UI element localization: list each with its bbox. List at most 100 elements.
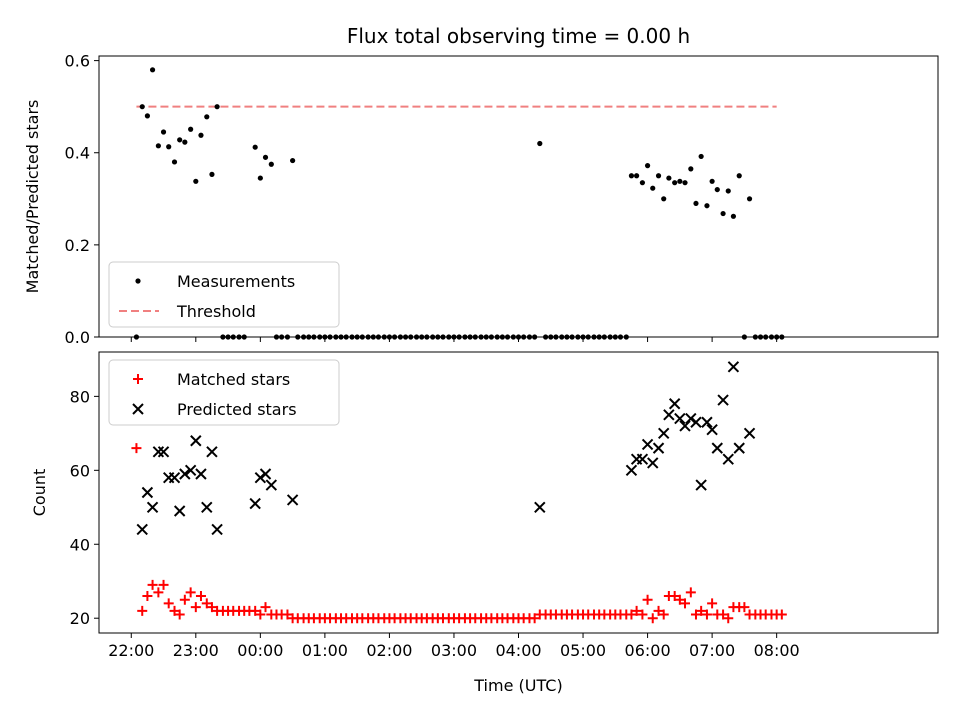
legend-marker-matched <box>133 374 143 384</box>
data-point <box>168 472 181 484</box>
legend: Measurements Threshold <box>108 261 340 328</box>
chart-title: Flux total observing time = 0.00 h <box>347 24 690 48</box>
data-point <box>776 609 787 620</box>
data-point <box>658 427 670 440</box>
data-point <box>190 602 201 613</box>
data-point <box>149 67 156 73</box>
data-point <box>718 609 729 620</box>
plot-frame <box>98 55 939 338</box>
data-point <box>723 613 734 624</box>
y-axis-label: Matched/Predicted stars <box>23 100 42 294</box>
x-axis-label: Time (UTC) <box>473 676 562 695</box>
x-tick-label: 07:00 <box>689 641 735 660</box>
data-point <box>739 602 750 613</box>
data-point <box>144 113 151 119</box>
data-point <box>286 494 299 506</box>
data-point <box>668 398 681 410</box>
data-point <box>534 501 546 513</box>
data-point <box>625 464 638 477</box>
data-point <box>707 598 718 609</box>
data-point <box>137 605 148 616</box>
data-point <box>637 609 648 620</box>
data-point <box>631 605 642 616</box>
data-point <box>653 605 664 616</box>
bottom-panel: 20 40 60 80 22:00 23:00 00:00 01:00 02:00 03:00 04… <box>30 351 939 695</box>
y-tick-label: 40 <box>70 535 90 554</box>
data-point <box>160 129 167 135</box>
legend-label: Predicted stars <box>177 400 297 419</box>
data-point <box>725 188 731 194</box>
data-point <box>152 446 165 458</box>
x-tick-label: 00:00 <box>237 641 283 660</box>
data-point <box>141 486 154 499</box>
data-point <box>685 587 696 598</box>
data-point <box>529 613 540 624</box>
data-point <box>647 613 658 624</box>
data-point <box>658 609 669 620</box>
data-point <box>290 157 296 164</box>
data-point <box>201 501 213 513</box>
data-point <box>628 173 635 179</box>
data-point <box>174 609 185 620</box>
x-tick-label: 01:00 <box>302 641 348 660</box>
data-point <box>166 144 172 150</box>
x-tick-label: 04:00 <box>495 641 541 660</box>
data-point <box>259 468 272 480</box>
data-point <box>179 468 191 480</box>
data-point <box>647 457 659 469</box>
data-point <box>644 163 651 169</box>
x-tick-label: 22:00 <box>108 641 154 660</box>
data-point <box>142 591 153 602</box>
data-point <box>209 171 215 177</box>
data-point <box>195 468 207 480</box>
data-point <box>265 479 278 491</box>
y-tick-label: 0.2 <box>65 236 90 255</box>
data-point <box>652 442 665 454</box>
x-tick-label: 06:00 <box>625 641 671 660</box>
data-point <box>690 609 701 620</box>
data-point <box>701 609 712 620</box>
data-point <box>698 153 704 160</box>
data-point <box>173 505 186 517</box>
data-point <box>193 178 199 184</box>
data-point <box>626 609 637 620</box>
data-point <box>282 609 293 620</box>
data-point <box>682 180 688 186</box>
data-point <box>171 159 178 165</box>
data-point <box>252 144 258 150</box>
data-point <box>743 427 756 440</box>
data-point <box>666 175 672 181</box>
data-point <box>746 196 753 202</box>
data-point <box>650 185 656 191</box>
data-point <box>704 203 710 209</box>
data-point <box>655 173 662 179</box>
data-point <box>146 501 159 513</box>
data-point <box>642 594 653 605</box>
y-tick-label: 60 <box>70 461 90 480</box>
data-point <box>677 178 683 184</box>
legend-marker-measurements <box>135 278 141 284</box>
x-tick-label: 02:00 <box>366 641 412 660</box>
data-point <box>262 154 269 160</box>
data-point <box>268 161 274 167</box>
data-point <box>636 453 649 465</box>
data-point <box>136 523 148 536</box>
legend-box <box>108 359 340 426</box>
legend-box <box>108 261 340 328</box>
y-tick-label: 0.0 <box>65 328 90 347</box>
series-matched-stars <box>131 443 787 624</box>
data-point <box>158 579 169 590</box>
y-tick-label: 0.4 <box>65 144 90 163</box>
data-point <box>672 180 678 186</box>
y-axis-label: Count <box>30 469 49 517</box>
x-tick-label: 05:00 <box>560 641 606 660</box>
data-point <box>163 598 174 609</box>
data-point <box>696 605 707 616</box>
y-tick-label: 0.6 <box>65 52 90 71</box>
data-point <box>255 609 266 620</box>
data-point <box>688 166 694 172</box>
data-point <box>674 412 686 425</box>
data-point <box>147 579 158 590</box>
data-point <box>690 416 702 428</box>
